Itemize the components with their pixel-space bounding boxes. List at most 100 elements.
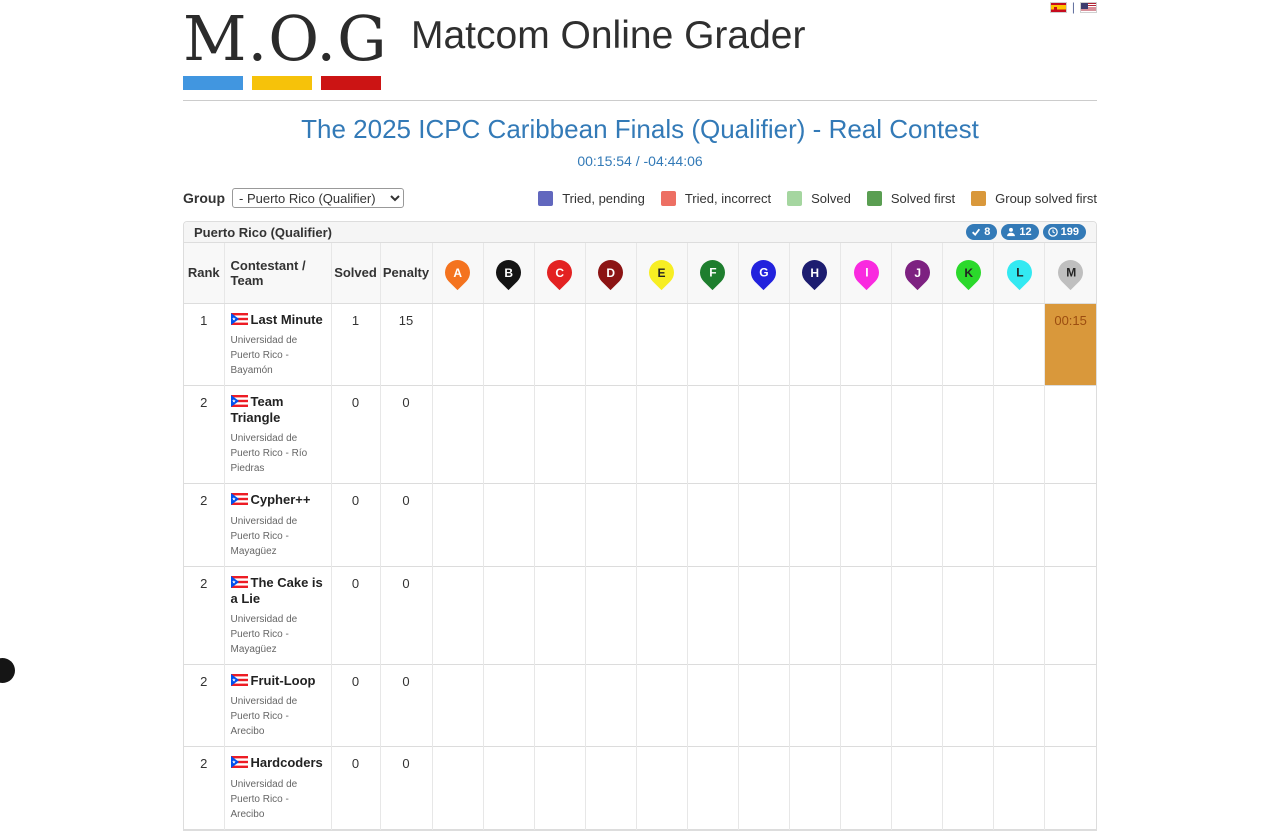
- problem-cell: [994, 303, 1045, 385]
- group-solved-first-swatch: [971, 191, 986, 206]
- logo-bar-yellow: [252, 76, 312, 90]
- problem-cell: [585, 385, 636, 484]
- problem-cell: [738, 747, 789, 829]
- problem-header-d[interactable]: D: [585, 243, 636, 303]
- contest-timer: 00:15:54 / -04:44:06: [183, 153, 1097, 169]
- problem-letter: K: [964, 266, 973, 280]
- balloon-f-icon: F: [695, 255, 730, 290]
- problem-header-b[interactable]: B: [483, 243, 534, 303]
- problem-cell: [1045, 385, 1096, 484]
- table-row: 2 Cypher++ Universidad de Puerto Rico - …: [184, 484, 1096, 566]
- balloon-d-icon: D: [593, 255, 628, 290]
- problem-cell: [738, 665, 789, 747]
- check-icon: [971, 227, 981, 237]
- problem-cell: [687, 303, 738, 385]
- problem-header-a[interactable]: A: [432, 243, 483, 303]
- problem-letter: J: [914, 266, 921, 280]
- header-divider: [183, 100, 1097, 101]
- problem-cell: [738, 484, 789, 566]
- problem-cell: [943, 747, 994, 829]
- table-row: 1 Last Minute Universidad de Puerto Rico…: [184, 303, 1096, 385]
- problem-cell: [687, 566, 738, 665]
- problem-cell: [585, 484, 636, 566]
- mog-logo[interactable]: M.O.G: [183, 8, 381, 90]
- problem-cell: [994, 484, 1045, 566]
- rank-cell: 2: [184, 566, 224, 665]
- problem-cell: [636, 303, 687, 385]
- problem-cell: [534, 566, 585, 665]
- site-header: M.O.G Matcom Online Grader |: [183, 0, 1097, 90]
- problem-cell: [483, 747, 534, 829]
- problem-cell: [636, 747, 687, 829]
- problem-cell: [841, 385, 892, 484]
- problem-cell: [483, 484, 534, 566]
- legend-label: Solved: [811, 191, 851, 206]
- problem-cell: [1045, 665, 1096, 747]
- problem-header-f[interactable]: F: [687, 243, 738, 303]
- legend-label: Solved first: [891, 191, 955, 206]
- penalty-cell: 0: [380, 385, 432, 484]
- problem-header-i[interactable]: I: [841, 243, 892, 303]
- problem-cell: [483, 385, 534, 484]
- problem-cell: [687, 747, 738, 829]
- problem-letter: A: [453, 266, 462, 280]
- problem-header-k[interactable]: K: [943, 243, 994, 303]
- table-header-row: Rank Contestant / Team Solved Penalty A …: [184, 243, 1096, 303]
- problem-letter: E: [658, 266, 666, 280]
- puerto-rico-flag-icon: [231, 395, 248, 407]
- problem-letter: C: [555, 266, 564, 280]
- legend-label: Tried, incorrect: [685, 191, 771, 206]
- puerto-rico-flag-icon: [231, 493, 248, 505]
- solved-header: Solved: [331, 243, 380, 303]
- penalty-cell: 0: [380, 747, 432, 829]
- team-name-text: Last Minute: [251, 312, 323, 327]
- problem-header-m[interactable]: M: [1045, 243, 1096, 303]
- english-flag-icon[interactable]: [1080, 2, 1097, 13]
- rank-cell: 2: [184, 385, 224, 484]
- problem-letter: B: [504, 266, 513, 280]
- team-cell: Team Triangle Universidad de Puerto Rico…: [224, 385, 331, 484]
- penalty-header: Penalty: [380, 243, 432, 303]
- problem-cell: [738, 385, 789, 484]
- problem-header-g[interactable]: G: [738, 243, 789, 303]
- penalty-cell: 0: [380, 484, 432, 566]
- problem-header-e[interactable]: E: [636, 243, 687, 303]
- problem-cell: [1045, 484, 1096, 566]
- problem-cell: [738, 303, 789, 385]
- rank-cell: 2: [184, 665, 224, 747]
- language-switcher: |: [1050, 2, 1097, 13]
- penalty-cell: 0: [380, 665, 432, 747]
- problem-cell: [432, 665, 483, 747]
- table-row: 2 The Cake is a Lie Universidad de Puert…: [184, 566, 1096, 665]
- balloon-k-icon: K: [950, 255, 985, 290]
- problem-letter: F: [709, 266, 716, 280]
- problem-cell: [994, 566, 1045, 665]
- solved-count-badge: 8: [966, 224, 997, 240]
- problem-cell: [789, 747, 840, 829]
- problem-cell: [483, 303, 534, 385]
- problem-cell: [943, 665, 994, 747]
- problem-header-h[interactable]: H: [789, 243, 840, 303]
- group-selector: Group - Puerto Rico (Qualifier): [183, 188, 404, 208]
- puerto-rico-flag-icon: [231, 674, 248, 686]
- team-name: Hardcoders: [231, 755, 325, 771]
- group-select[interactable]: - Puerto Rico (Qualifier): [232, 188, 404, 208]
- problem-cell: [841, 566, 892, 665]
- problem-header-j[interactable]: J: [892, 243, 943, 303]
- clock-icon: [1048, 227, 1058, 237]
- problem-letter: L: [1016, 266, 1023, 280]
- spanish-flag-icon[interactable]: [1050, 2, 1067, 13]
- problem-header-l[interactable]: L: [994, 243, 1045, 303]
- team-name-text: Cypher++: [251, 492, 311, 507]
- solved-cell: 0: [331, 385, 380, 484]
- problem-header-c[interactable]: C: [534, 243, 585, 303]
- solved-cell: 0: [331, 566, 380, 665]
- solved-cell: 1: [331, 303, 380, 385]
- tried-incorrect-swatch: [661, 191, 676, 206]
- team-header: Contestant / Team: [224, 243, 331, 303]
- problem-cell: [943, 303, 994, 385]
- controls-row: Group - Puerto Rico (Qualifier) Tried, p…: [183, 188, 1097, 208]
- balloon-c-icon: C: [542, 255, 577, 290]
- standings-panel: Puerto Rico (Qualifier) 8 12 199: [183, 221, 1097, 831]
- solved-cell: 0: [331, 747, 380, 829]
